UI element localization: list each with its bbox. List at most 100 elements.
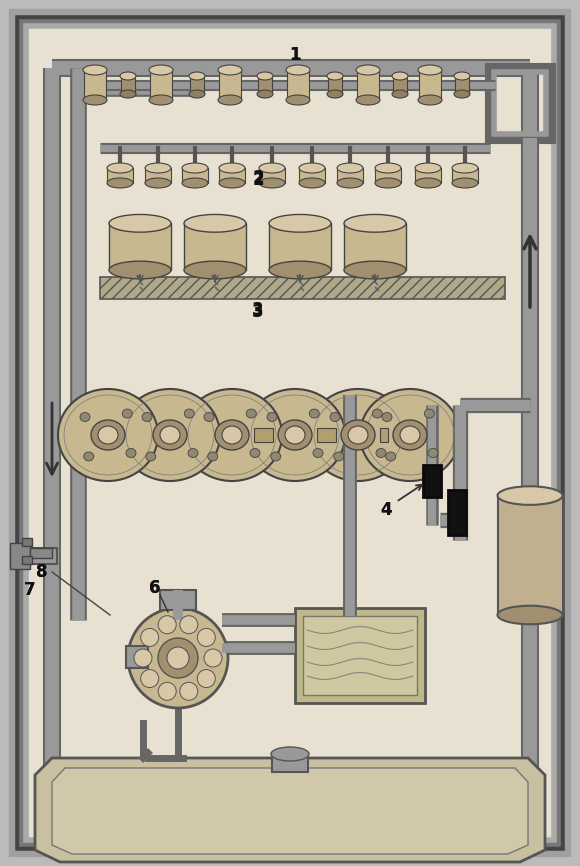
- Ellipse shape: [120, 72, 136, 80]
- Bar: [375, 168, 401, 183]
- Ellipse shape: [271, 452, 281, 461]
- Ellipse shape: [299, 178, 325, 188]
- Ellipse shape: [428, 449, 438, 457]
- Bar: [84, 70, 106, 100]
- Ellipse shape: [215, 420, 249, 450]
- Ellipse shape: [415, 163, 441, 173]
- Text: 7: 7: [24, 581, 36, 599]
- Ellipse shape: [376, 449, 386, 457]
- Bar: [160, 590, 196, 610]
- Bar: [490, 68, 550, 138]
- Ellipse shape: [330, 412, 340, 422]
- Ellipse shape: [83, 95, 107, 105]
- Bar: [287, 70, 309, 100]
- Ellipse shape: [313, 449, 323, 457]
- Ellipse shape: [418, 65, 442, 75]
- Ellipse shape: [83, 65, 107, 75]
- Bar: [337, 168, 363, 183]
- Bar: [269, 223, 331, 270]
- Bar: [130, 428, 148, 442]
- Ellipse shape: [452, 178, 478, 188]
- Bar: [328, 76, 342, 94]
- Bar: [344, 223, 406, 270]
- Ellipse shape: [141, 629, 159, 646]
- Ellipse shape: [189, 72, 205, 80]
- Ellipse shape: [107, 163, 133, 173]
- Ellipse shape: [219, 178, 245, 188]
- Bar: [303, 616, 417, 695]
- Ellipse shape: [278, 420, 312, 450]
- Bar: [380, 428, 388, 442]
- Ellipse shape: [153, 420, 187, 450]
- Ellipse shape: [309, 409, 319, 418]
- Ellipse shape: [452, 163, 478, 173]
- Ellipse shape: [145, 178, 171, 188]
- Bar: [258, 76, 272, 94]
- Ellipse shape: [299, 163, 325, 173]
- Ellipse shape: [382, 412, 392, 422]
- Ellipse shape: [327, 72, 343, 80]
- Ellipse shape: [184, 409, 194, 418]
- Ellipse shape: [134, 649, 152, 667]
- Ellipse shape: [120, 389, 220, 481]
- Ellipse shape: [120, 90, 136, 98]
- Polygon shape: [52, 768, 528, 854]
- Ellipse shape: [149, 95, 173, 105]
- Ellipse shape: [341, 420, 375, 450]
- Ellipse shape: [425, 409, 434, 418]
- Bar: [317, 428, 336, 442]
- Bar: [109, 223, 171, 270]
- Ellipse shape: [180, 682, 198, 701]
- Bar: [192, 428, 210, 442]
- Ellipse shape: [182, 163, 208, 173]
- Ellipse shape: [109, 262, 171, 279]
- Ellipse shape: [222, 426, 242, 444]
- Ellipse shape: [160, 426, 180, 444]
- Ellipse shape: [271, 747, 309, 761]
- Ellipse shape: [344, 215, 406, 232]
- Ellipse shape: [415, 178, 441, 188]
- Bar: [22, 556, 32, 564]
- Ellipse shape: [393, 420, 427, 450]
- Ellipse shape: [245, 389, 345, 481]
- Ellipse shape: [250, 449, 260, 457]
- Bar: [415, 168, 441, 183]
- Ellipse shape: [269, 262, 331, 279]
- Bar: [419, 70, 441, 100]
- Bar: [182, 168, 208, 183]
- Ellipse shape: [107, 178, 133, 188]
- Ellipse shape: [257, 90, 273, 98]
- Ellipse shape: [269, 215, 331, 232]
- Ellipse shape: [58, 389, 158, 481]
- Ellipse shape: [219, 163, 245, 173]
- Bar: [219, 168, 245, 183]
- Text: 8: 8: [36, 563, 48, 581]
- Ellipse shape: [158, 638, 198, 678]
- Text: 2: 2: [252, 169, 264, 187]
- Ellipse shape: [259, 178, 285, 188]
- Bar: [107, 168, 133, 183]
- Text: 1: 1: [289, 46, 301, 64]
- Ellipse shape: [128, 608, 228, 708]
- Text: 8: 8: [36, 563, 48, 581]
- Bar: [10, 543, 30, 569]
- Ellipse shape: [356, 65, 380, 75]
- Bar: [219, 70, 241, 100]
- Ellipse shape: [109, 215, 171, 232]
- Ellipse shape: [80, 412, 90, 422]
- Ellipse shape: [375, 163, 401, 173]
- Ellipse shape: [188, 449, 198, 457]
- Ellipse shape: [259, 163, 285, 173]
- Polygon shape: [35, 758, 545, 862]
- Ellipse shape: [286, 65, 310, 75]
- Ellipse shape: [498, 487, 563, 505]
- Text: 6: 6: [149, 579, 161, 597]
- Ellipse shape: [197, 669, 215, 688]
- Ellipse shape: [360, 389, 460, 481]
- Ellipse shape: [184, 215, 246, 232]
- Ellipse shape: [204, 649, 222, 667]
- Text: 3: 3: [252, 301, 264, 319]
- Bar: [121, 76, 135, 94]
- Ellipse shape: [375, 178, 401, 188]
- Ellipse shape: [158, 682, 176, 701]
